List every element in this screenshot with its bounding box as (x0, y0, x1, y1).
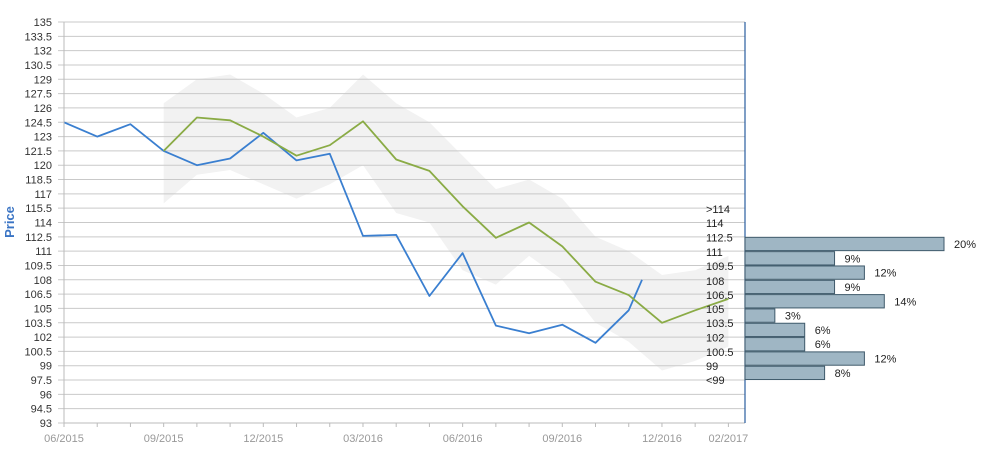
y-tick-label: 96 (40, 389, 52, 401)
distribution-bar (744, 279, 836, 295)
distribution-bin-label: 99 (706, 361, 718, 373)
distribution-bar (744, 251, 836, 266)
y-tick-label: 93 (40, 418, 52, 430)
distribution-bin-label: 108 (706, 276, 724, 288)
distribution-percent-label: 20% (954, 239, 976, 251)
gridlines: 135 133.5 132 130.5 129 127.5 126 124.5 123 121.5… (24, 17, 745, 430)
y-tick-label: 126 (34, 103, 52, 115)
distribution-bin-label: 111 (706, 247, 723, 259)
distribution-bar (744, 236, 945, 252)
y-tick-label: 124.5 (24, 117, 52, 129)
x-tick-label: 12/2015 (243, 433, 283, 445)
distribution-percent-label: 14% (894, 296, 916, 308)
y-tick-label: 112.5 (25, 232, 52, 244)
series-lines (63, 116, 729, 344)
y-tick-label: 118.5 (25, 175, 52, 187)
y-tick-label: 120 (34, 160, 52, 172)
distribution-percent-label: 12% (874, 268, 896, 280)
distribution-bar (744, 365, 826, 381)
distribution-percent-label: 9% (845, 282, 861, 294)
y-tick-label: 133.5 (24, 31, 52, 43)
y-tick-label: 97.5 (31, 375, 52, 387)
distribution-bin-label: 112.5 (706, 233, 733, 245)
distribution-percent-label: 9% (845, 253, 861, 265)
y-tick-label: 117 (34, 189, 52, 201)
distribution-bin-label: 106.5 (706, 290, 734, 302)
y-tick-label: 132 (34, 46, 52, 58)
y-tick-label: 109.5 (24, 260, 52, 272)
y-tick-label: 114 (34, 218, 52, 230)
distribution-bar (744, 308, 776, 323)
price-distribution: >114 114 112.5 111 109.5 108 106.5 105 103.5 102 1… (706, 204, 976, 387)
y-tick-label: 121.5 (24, 146, 52, 158)
y-tick-label: 106.5 (24, 289, 52, 301)
distribution-percent-label: 6% (815, 339, 831, 351)
x-tick-label: 09/2016 (542, 433, 582, 445)
y-tick-label: 115.5 (25, 203, 52, 215)
distribution-bar (744, 265, 865, 280)
y-tick-label: 123 (34, 132, 52, 144)
distribution-bin-label: 114 (706, 218, 724, 230)
distribution-bin-label: 109.5 (706, 261, 734, 273)
y-tick-label: 127.5 (24, 89, 52, 101)
x-tick-label: 03/2016 (343, 433, 383, 445)
distribution-bin-label: 100.5 (706, 347, 734, 359)
distribution-bin-label: <99 (706, 375, 725, 387)
distribution-percent-label: 8% (835, 368, 851, 380)
x-tick-label: 09/2015 (144, 433, 184, 445)
distribution-percent-label: 3% (785, 311, 801, 323)
y-tick-label: 108 (34, 275, 52, 287)
y-tick-label: 99 (40, 361, 52, 373)
y-tick-label: 135 (34, 17, 52, 29)
x-tick-label: 06/2016 (443, 433, 483, 445)
y-tick-label: 129 (34, 74, 52, 86)
y-tick-label: 94.5 (31, 404, 52, 416)
y-tick-label: 130.5 (24, 60, 52, 72)
x-tick-label: 12/2016 (642, 433, 682, 445)
y-tick-label: 105 (34, 303, 52, 315)
distribution-bin-label: 103.5 (706, 318, 734, 330)
axes: 06/2015 09/2015 12/2015 03/2016 06/2016 09/20… (44, 22, 748, 445)
distribution-percent-label: 6% (815, 325, 831, 337)
distribution-bar (744, 294, 885, 309)
distribution-bin-label: >114 (706, 204, 730, 216)
distribution-bar (744, 337, 806, 352)
distribution-bar (744, 322, 806, 338)
distribution-bin-label: 102 (706, 333, 724, 345)
y-tick-label: 102 (34, 332, 52, 344)
x-tick-label: 06/2015 (44, 433, 84, 445)
estimate-line (163, 116, 729, 324)
y-tick-label: 111 (35, 246, 52, 258)
distribution-bar (744, 351, 865, 366)
distribution-bin-label: 105 (706, 304, 724, 316)
y-axis-label: Price (2, 206, 17, 238)
distribution-percent-label: 12% (874, 354, 896, 366)
x-tick-label: 02/2017 (709, 433, 749, 445)
y-tick-label: 100.5 (24, 346, 52, 358)
y-tick-label: 103.5 (24, 318, 52, 330)
